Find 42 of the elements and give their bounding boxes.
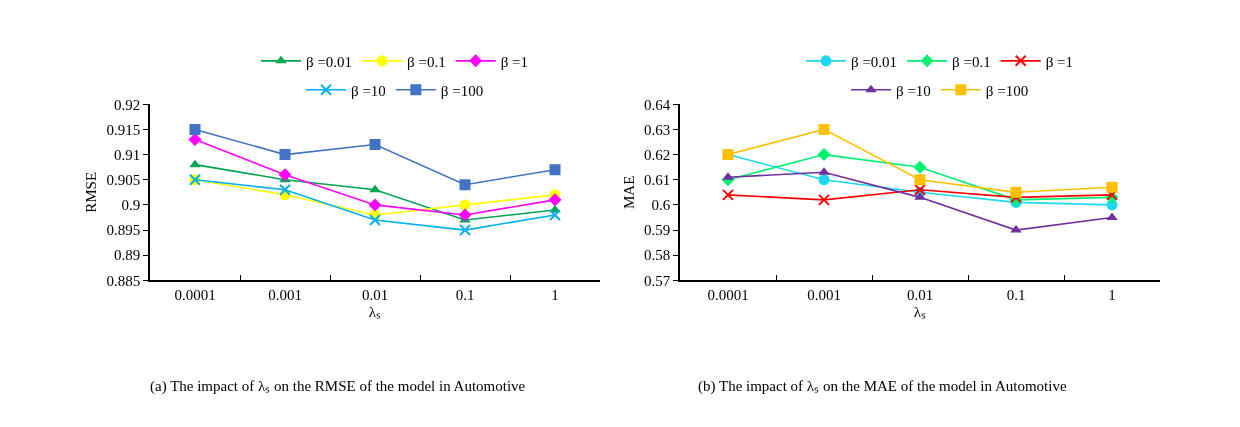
- x-tick-label: 0.01: [906, 287, 934, 304]
- x-tick-label: 0.001: [807, 287, 841, 304]
- y-tick-label: 0.89: [114, 247, 141, 264]
- x-tick-label: 0.01: [361, 287, 389, 304]
- x-tick-label: 0.1: [1006, 287, 1026, 304]
- text: (b) The impact of λₛ on the MAE of the model in Automotive: [698, 378, 1067, 395]
- x-tick-label: 0.0001: [707, 287, 749, 304]
- y-tick-label: 0.64: [644, 96, 671, 113]
- y-tick-label: 0.895: [106, 222, 141, 239]
- legend-label: β =10: [351, 82, 386, 99]
- y-tick-label: 0.915: [106, 121, 141, 138]
- legend-label: β =10: [896, 82, 931, 99]
- legend-label: β =0.01: [306, 53, 353, 70]
- legend-label: β =0.01: [851, 53, 898, 70]
- y-axis-title: RMSE: [83, 171, 100, 213]
- y-tick-label: 0.885: [106, 272, 141, 289]
- y-axis-title: MAE: [620, 175, 637, 209]
- y-tick-label: 0.62: [644, 146, 671, 163]
- x-axis-title: λₛ: [368, 303, 382, 320]
- x-axis-title: λₛ: [913, 303, 927, 320]
- y-tick-label: 0.61: [644, 171, 671, 188]
- y-tick-label: 0.91: [114, 146, 141, 163]
- legend-label: β =1: [1045, 53, 1074, 70]
- y-tick-label: 0.59: [644, 222, 671, 239]
- x-tick-label: 0.1: [455, 287, 475, 304]
- legend-label: β =0.1: [407, 53, 446, 70]
- y-tick-label: 0.58: [644, 247, 671, 264]
- y-tick-label: 0.6: [651, 197, 671, 214]
- legend-label: β =1: [500, 53, 529, 70]
- x-tick-label: 1: [551, 287, 559, 304]
- y-tick-label: 0.57: [644, 272, 671, 289]
- y-tick-label: 0.905: [106, 171, 141, 188]
- legend-label: β =100: [985, 82, 1029, 99]
- text: (a) The impact of λₛ on the RMSE of the model in Automotive: [150, 378, 526, 395]
- y-tick-label: 0.63: [644, 121, 671, 138]
- y-tick-label: 0.92: [114, 96, 141, 113]
- legend-label: β =0.1: [952, 53, 991, 70]
- x-tick-label: 0.001: [268, 287, 302, 304]
- y-tick-label: 0.9: [121, 197, 141, 214]
- x-tick-label: 0.0001: [174, 287, 216, 304]
- x-tick-label: 1: [1108, 287, 1116, 304]
- legend-label: β =100: [440, 82, 484, 99]
